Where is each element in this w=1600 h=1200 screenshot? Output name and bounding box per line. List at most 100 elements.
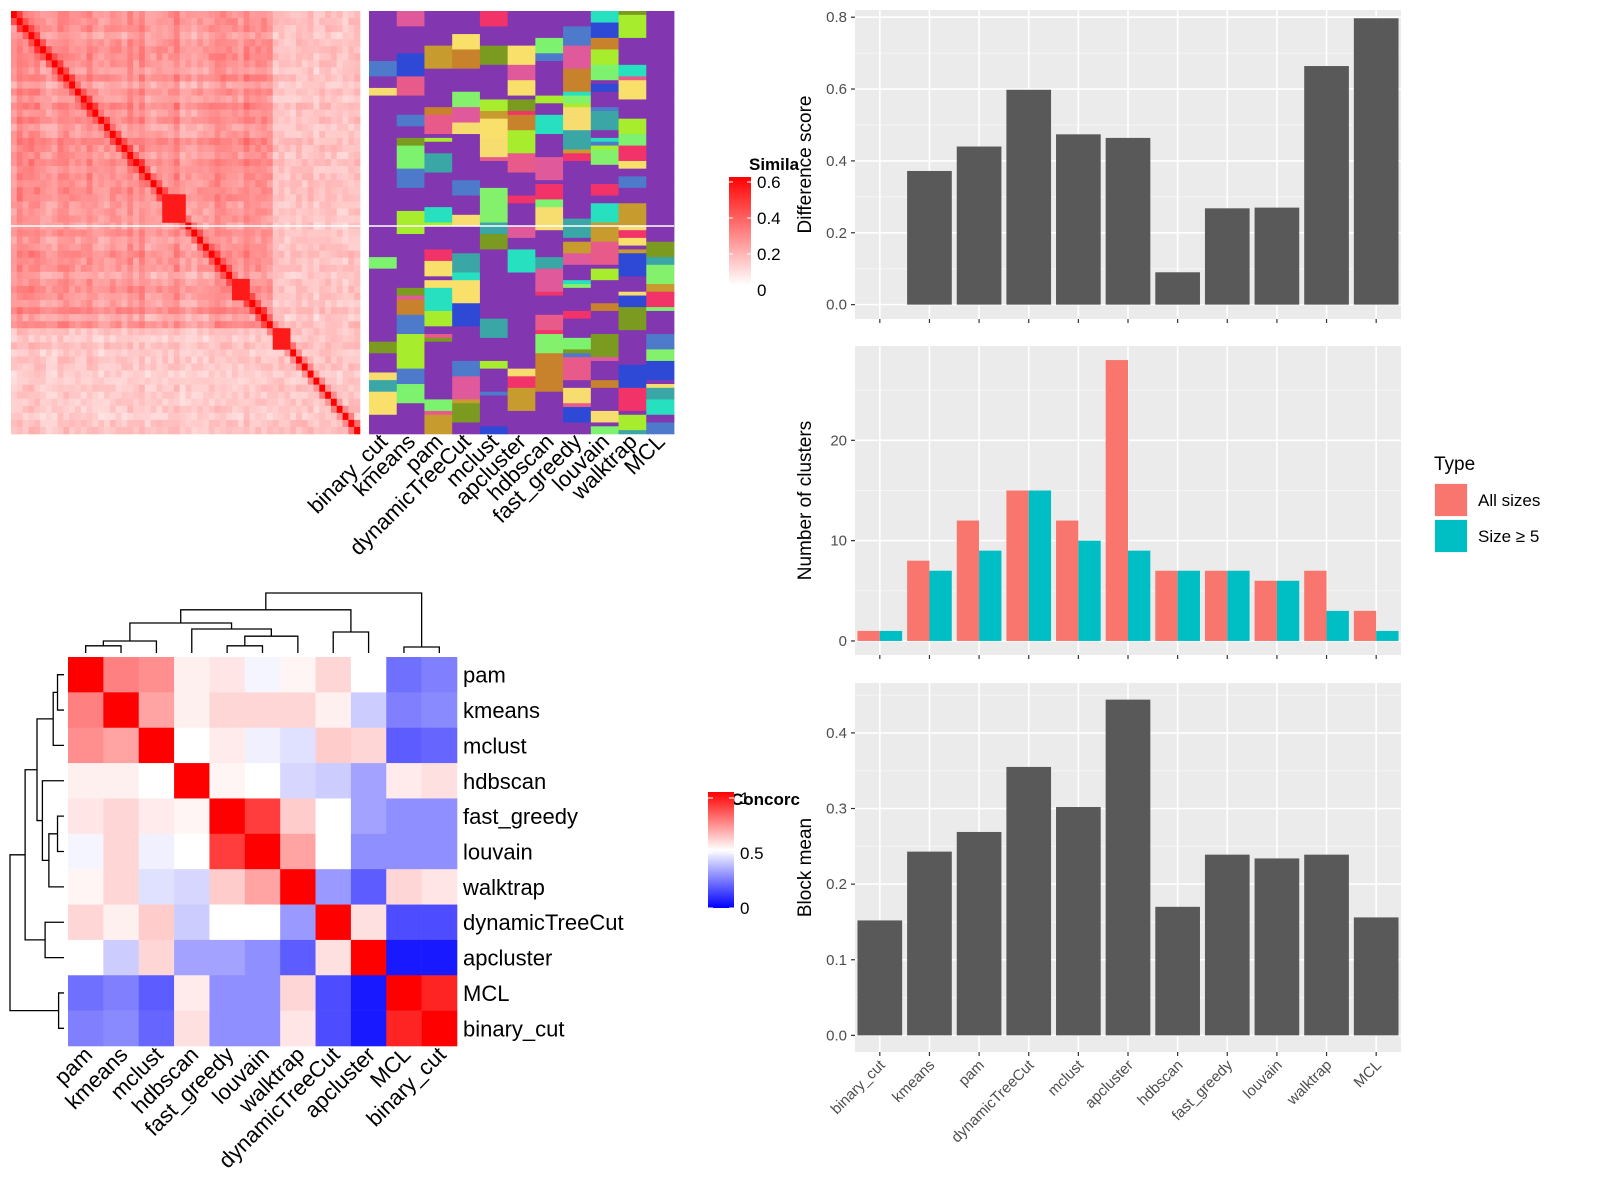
similarity-cell — [22, 356, 29, 364]
similarity-cell — [243, 166, 250, 174]
similarity-cell — [354, 166, 361, 174]
similarity-cell — [22, 419, 29, 428]
similarity-cell — [266, 293, 274, 301]
similarity-cell — [127, 384, 134, 392]
similarity-cell — [296, 74, 303, 82]
similarity-cell — [330, 201, 338, 209]
similarity-cell — [301, 81, 308, 89]
similarity-cell — [34, 53, 41, 61]
similarity-cell — [40, 278, 47, 287]
similarity-cell — [202, 314, 210, 322]
similarity-cell — [342, 123, 349, 132]
annotation-segment — [479, 257, 509, 273]
concordance-cell — [103, 869, 140, 905]
similarity-cell — [284, 370, 291, 378]
similarity-cell — [156, 285, 163, 294]
annotation-segment — [424, 326, 453, 335]
similarity-cell — [173, 285, 180, 294]
similarity-cell — [51, 201, 58, 209]
similarity-cell — [11, 243, 18, 251]
similarity-cell — [342, 208, 349, 216]
similarity-cell — [342, 349, 349, 357]
similarity-cell — [173, 180, 180, 188]
similarity-cell — [121, 32, 128, 40]
similarity-cell — [255, 159, 262, 167]
similarity-cell — [144, 349, 151, 357]
similarity-cell — [348, 67, 355, 75]
annotation-segment — [618, 295, 647, 308]
annotation-segment — [479, 360, 509, 369]
similarity-cell — [156, 208, 163, 216]
similarity-cell — [34, 137, 41, 146]
similarity-cell — [272, 152, 279, 160]
similarity-cell — [109, 405, 116, 414]
similarity-cell — [22, 405, 29, 414]
similarity-cell — [16, 419, 23, 428]
similarity-cell — [272, 67, 279, 75]
similarity-cell — [272, 412, 279, 421]
similarity-cell — [191, 349, 198, 357]
similarity-cell — [307, 229, 314, 237]
similarity-cell — [278, 88, 285, 96]
similarity-cell — [197, 419, 204, 428]
similarity-cell — [208, 46, 215, 54]
similarity-cell — [104, 46, 111, 54]
similarity-cell — [92, 398, 99, 407]
similarity-cell — [301, 307, 308, 315]
similarity-cell — [74, 74, 82, 82]
similarity-cell — [98, 46, 105, 54]
similarity-cell — [284, 53, 291, 61]
similarity-cell — [296, 257, 303, 266]
similarity-cell — [325, 257, 332, 266]
similarity-cell — [150, 426, 157, 435]
similarity-cell — [74, 314, 82, 322]
similarity-cell — [57, 377, 64, 385]
similarity-cell — [127, 229, 134, 237]
similarity-cell — [80, 384, 87, 392]
annotation-segment — [507, 172, 536, 196]
similarity-cell — [104, 412, 111, 421]
annotation-segment — [424, 222, 453, 227]
similarity-cell — [226, 264, 233, 273]
similarity-cell — [261, 370, 268, 378]
similarity-cell — [74, 236, 82, 244]
similarity-cell — [191, 342, 198, 350]
similarity-cell — [197, 123, 204, 132]
similarity-cell — [22, 208, 29, 216]
similarity-cell — [336, 11, 343, 19]
annotation-segment — [369, 191, 398, 212]
similarity-cell — [138, 426, 146, 435]
similarity-block-cell — [243, 285, 250, 294]
similarity-cell — [40, 250, 47, 259]
similarity-cell — [208, 116, 215, 125]
similarity-cell — [34, 349, 41, 357]
similarity-cell — [249, 39, 256, 47]
similarity-cell — [243, 264, 250, 273]
similarity-cell — [179, 159, 186, 167]
similarity-cell — [11, 201, 18, 209]
similarity-cell — [278, 363, 285, 371]
similarity-cell — [74, 81, 82, 89]
similarity-cell — [162, 95, 169, 103]
concordance-cell — [421, 833, 458, 870]
similarity-cell — [109, 53, 116, 61]
similarity-cell — [249, 130, 256, 139]
similarity-cell — [290, 201, 297, 209]
similarity-cell — [69, 278, 76, 287]
similarity-cell — [237, 123, 244, 132]
similarity-cell — [179, 293, 186, 301]
similarity-cell — [237, 363, 244, 371]
similarity-cell — [255, 18, 262, 26]
annotation-segment — [369, 76, 398, 89]
similarity-cell — [191, 39, 198, 47]
similarity-cell — [354, 208, 361, 216]
similarity-cell — [197, 285, 204, 294]
similarity-cell — [127, 74, 134, 82]
similarity-cell — [80, 243, 87, 251]
similarity-cell — [220, 60, 227, 68]
similarity-cell — [272, 398, 279, 407]
annotation-segment — [369, 187, 398, 193]
similarity-block-cell — [237, 285, 244, 294]
similarity-cell — [255, 229, 262, 237]
concordance-cell — [350, 869, 387, 905]
